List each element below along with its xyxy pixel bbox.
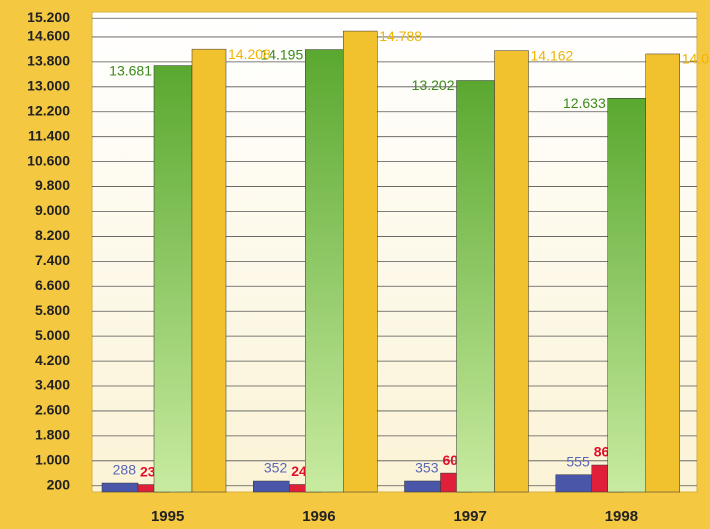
y-tick-label: 9.000 <box>35 202 70 218</box>
y-tick-label: 10.600 <box>27 152 70 168</box>
x-tick-label: 1996 <box>302 508 335 525</box>
value-label: 353 <box>415 460 439 476</box>
y-tick-label: 1.800 <box>35 427 70 443</box>
bar <box>404 480 441 493</box>
y-tick-label: 2.600 <box>35 402 70 418</box>
y-tick-label: 13.800 <box>27 53 70 69</box>
value-label: 14.195 <box>260 46 303 62</box>
y-tick-label: 4.200 <box>35 352 70 368</box>
y-tick-label: 12.200 <box>27 102 70 118</box>
bar <box>191 48 227 493</box>
bar <box>343 30 378 493</box>
value-label: 352 <box>264 460 288 476</box>
y-tick-label: 15.200 <box>27 9 70 25</box>
x-tick-label: 1998 <box>605 508 638 525</box>
y-tick-label: 200 <box>47 476 71 492</box>
bar <box>101 482 139 493</box>
bar <box>153 65 193 493</box>
y-tick-label: 13.000 <box>27 78 70 94</box>
value-label: 13.202 <box>412 77 455 93</box>
y-tick-label: 6.600 <box>35 277 70 293</box>
y-tick-label: 5.800 <box>35 302 70 318</box>
y-tick-label: 14.600 <box>27 28 70 44</box>
y-tick-label: 9.800 <box>35 177 70 193</box>
value-label: 13.681 <box>109 62 152 78</box>
value-label: 288 <box>113 462 137 478</box>
value-label: 14.054 <box>682 51 710 67</box>
value-label: 12.633 <box>563 95 606 111</box>
value-label: 14.788 <box>379 28 422 44</box>
bar <box>253 480 290 493</box>
value-label: 14.162 <box>531 47 574 63</box>
y-tick-label: 8.200 <box>35 227 70 243</box>
bar <box>456 80 495 493</box>
bar <box>645 53 680 493</box>
y-tick-label: 5.000 <box>35 327 70 343</box>
bar <box>494 50 529 493</box>
value-label: 14.208 <box>228 46 271 62</box>
y-tick-label: 3.400 <box>35 377 70 393</box>
bar <box>305 49 344 493</box>
x-tick-label: 1995 <box>151 508 184 525</box>
value-label: 555 <box>566 453 590 469</box>
y-tick-label: 11.400 <box>28 127 70 143</box>
y-tick-label: 1.000 <box>35 452 70 468</box>
y-tick-label: 7.400 <box>35 252 70 268</box>
bar <box>607 97 646 493</box>
x-tick-label: 1997 <box>453 508 486 525</box>
bar <box>555 474 592 493</box>
